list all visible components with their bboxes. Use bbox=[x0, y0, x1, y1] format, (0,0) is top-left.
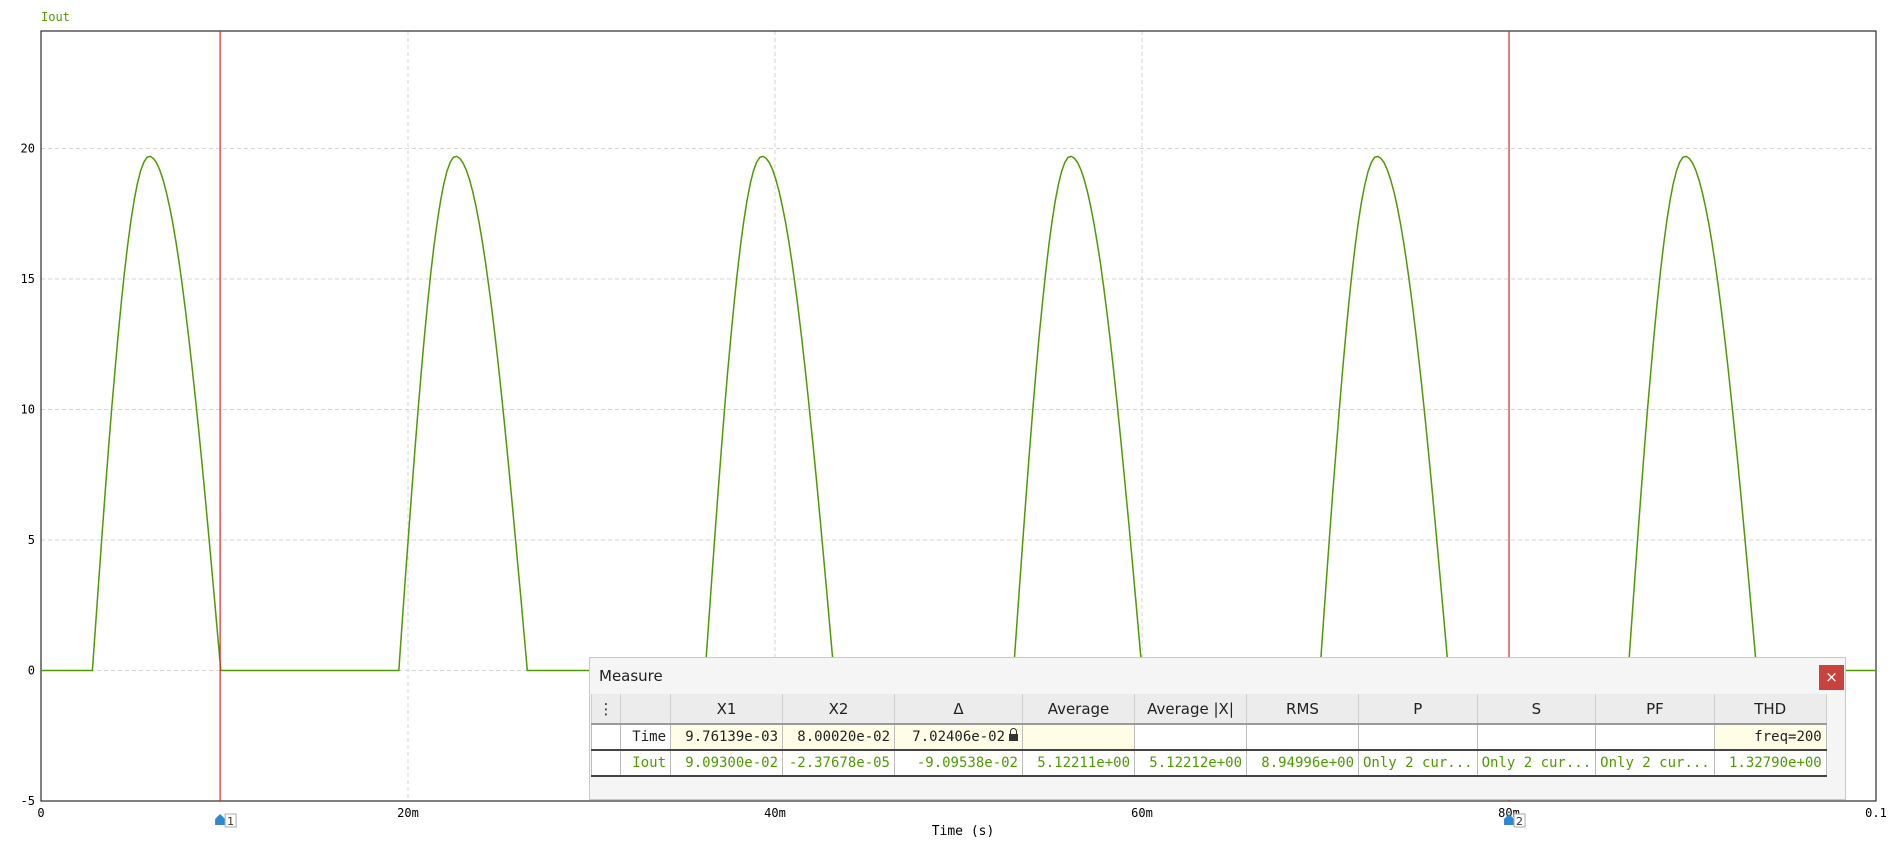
y-tick-label-1: 0 bbox=[28, 663, 35, 677]
lock-icon[interactable] bbox=[1009, 728, 1018, 742]
y-tick-label-3: 10 bbox=[21, 402, 35, 416]
row-gutter bbox=[591, 750, 621, 776]
measure-row-iout: Iout 9.09300e-02 -2.37678e-05 -9.09538e-02 5… bbox=[591, 750, 1827, 776]
row-name: Time bbox=[620, 724, 671, 750]
cursor-label-1: 1 bbox=[227, 815, 234, 828]
x-tick-label-5: 0.1 bbox=[1865, 806, 1887, 820]
cell-iout-0[interactable]: 9.09300e-02 bbox=[670, 750, 783, 776]
cell-iout-6[interactable]: Only 2 cur... bbox=[1358, 750, 1478, 776]
cell-time-7[interactable] bbox=[1476, 724, 1597, 750]
y-tick-label-0: -5 bbox=[21, 794, 35, 808]
cell-iout-9[interactable]: 1.32790e+00 bbox=[1713, 750, 1827, 776]
x-tick-label-3: 60m bbox=[1131, 806, 1153, 820]
column-header-2[interactable]: Δ bbox=[894, 694, 1023, 724]
plot-frame bbox=[40, 30, 1877, 802]
measure-row-time: Time 9.76139e-03 8.00020e-02 7.02406e-02 fre… bbox=[591, 724, 1827, 750]
y-tick-label-5: 20 bbox=[21, 141, 35, 155]
column-header-7[interactable]: S bbox=[1476, 694, 1597, 724]
x-tick-label-1: 20m bbox=[397, 806, 419, 820]
x-tick-label-2: 40m bbox=[764, 806, 786, 820]
column-header-1[interactable]: X2 bbox=[782, 694, 895, 724]
row-gutter bbox=[591, 724, 621, 750]
y-tick-label-2: 5 bbox=[28, 533, 35, 547]
measure-title: Measure bbox=[599, 667, 663, 685]
column-header-4[interactable]: Average |X| bbox=[1134, 694, 1247, 724]
y-axis-ticks: -5 0 5 10 15 20 bbox=[21, 141, 35, 808]
measure-menu-button[interactable]: ⋮ bbox=[591, 694, 621, 724]
cell-time-0[interactable]: 9.76139e-03 bbox=[670, 724, 783, 750]
measure-panel: Measure × ⋮ X1 X2 Δ Average Average |X| RMS P S… bbox=[589, 657, 1846, 800]
column-header-0[interactable]: X1 bbox=[670, 694, 783, 724]
column-header-5[interactable]: RMS bbox=[1246, 694, 1359, 724]
measure-header-row: ⋮ X1 X2 Δ Average Average |X| RMS P S PF THD bbox=[591, 694, 1827, 724]
cursor-label-2: 2 bbox=[1516, 815, 1523, 828]
cell-iout-4[interactable]: 5.12212e+00 bbox=[1134, 750, 1247, 776]
column-header-3[interactable]: Average bbox=[1022, 694, 1135, 724]
column-header-8[interactable]: PF bbox=[1595, 694, 1715, 724]
row-name: Iout bbox=[620, 750, 671, 776]
cell-time-3[interactable] bbox=[1022, 724, 1135, 750]
cell-iout-1[interactable]: -2.37678e-05 bbox=[782, 750, 895, 776]
column-header-6[interactable]: P bbox=[1358, 694, 1478, 724]
cell-time-2[interactable]: 7.02406e-02 bbox=[894, 724, 1023, 750]
cursor-badge-2 bbox=[1513, 813, 1526, 828]
cursor-handle-icon-1[interactable] bbox=[215, 814, 226, 825]
cell-iout-7[interactable]: Only 2 cur... bbox=[1476, 750, 1597, 776]
cell-time-9[interactable]: freq=200 bbox=[1713, 724, 1827, 750]
cell-time-5[interactable] bbox=[1246, 724, 1359, 750]
x-tick-label-0: 0 bbox=[37, 806, 44, 820]
trace-label-iout[interactable]: Iout bbox=[41, 10, 70, 24]
column-header-9[interactable]: THD bbox=[1713, 694, 1827, 724]
cell-iout-3[interactable]: 5.12211e+00 bbox=[1022, 750, 1135, 776]
measure-table: ⋮ X1 X2 Δ Average Average |X| RMS P S PF THD Time… bbox=[591, 694, 1827, 777]
cell-time-1[interactable]: 8.00020e-02 bbox=[782, 724, 895, 750]
row-name-header bbox=[620, 694, 671, 724]
close-button[interactable]: × bbox=[1819, 665, 1844, 690]
cell-time-8[interactable] bbox=[1595, 724, 1715, 750]
cell-iout-8[interactable]: Only 2 cur... bbox=[1595, 750, 1715, 776]
cell-iout-5[interactable]: 8.94996e+00 bbox=[1246, 750, 1359, 776]
cell-time-6[interactable] bbox=[1358, 724, 1478, 750]
cell-iout-2[interactable]: -9.09538e-02 bbox=[894, 750, 1023, 776]
x-axis-label: Time (s) bbox=[932, 824, 995, 839]
cell-time-4[interactable] bbox=[1134, 724, 1247, 750]
cursor-badge-1 bbox=[224, 813, 237, 828]
y-tick-label-4: 15 bbox=[21, 272, 35, 286]
cursor-handle-icon-2[interactable] bbox=[1504, 814, 1515, 825]
